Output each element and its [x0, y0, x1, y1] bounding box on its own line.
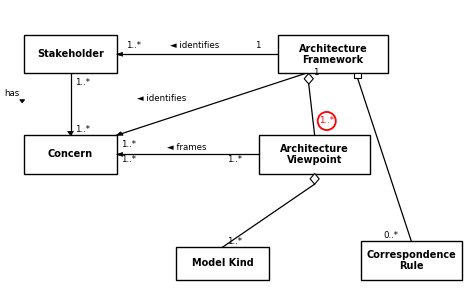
Text: Concern: Concern — [48, 149, 93, 159]
Polygon shape — [354, 74, 361, 78]
Text: 1..*: 1..* — [126, 41, 141, 50]
Text: 1: 1 — [313, 68, 319, 77]
FancyBboxPatch shape — [25, 35, 117, 74]
Text: ◄ frames: ◄ frames — [167, 143, 207, 152]
Text: 1..*: 1..* — [227, 155, 242, 164]
Text: has: has — [5, 88, 20, 98]
Text: Correspondence
Rule: Correspondence Rule — [366, 250, 456, 271]
Polygon shape — [310, 174, 319, 184]
Polygon shape — [117, 152, 123, 156]
Polygon shape — [304, 74, 313, 84]
FancyBboxPatch shape — [176, 247, 269, 280]
Text: 1..*: 1..* — [121, 140, 136, 149]
Text: 1: 1 — [255, 41, 260, 50]
Polygon shape — [19, 100, 25, 103]
Text: Architecture
Framework: Architecture Framework — [299, 44, 367, 65]
Text: 1..*: 1..* — [75, 125, 90, 134]
Polygon shape — [117, 52, 123, 56]
Text: 1..*: 1..* — [75, 78, 90, 87]
FancyBboxPatch shape — [25, 135, 117, 174]
Text: ◄ identifies: ◄ identifies — [137, 94, 187, 103]
Text: 0..*: 0..* — [384, 231, 399, 240]
Text: 1..*: 1..* — [121, 155, 136, 164]
FancyBboxPatch shape — [278, 35, 388, 74]
FancyBboxPatch shape — [361, 241, 462, 280]
Polygon shape — [68, 131, 73, 135]
Text: 1..*: 1..* — [319, 116, 334, 125]
Text: Stakeholder: Stakeholder — [37, 49, 104, 59]
Text: ◄ identifies: ◄ identifies — [170, 41, 219, 50]
Text: Model Kind: Model Kind — [191, 258, 254, 268]
Polygon shape — [117, 132, 123, 135]
Text: 1..*: 1..* — [227, 237, 242, 246]
FancyBboxPatch shape — [259, 135, 370, 174]
Text: Architecture
Viewpoint: Architecture Viewpoint — [280, 144, 349, 165]
